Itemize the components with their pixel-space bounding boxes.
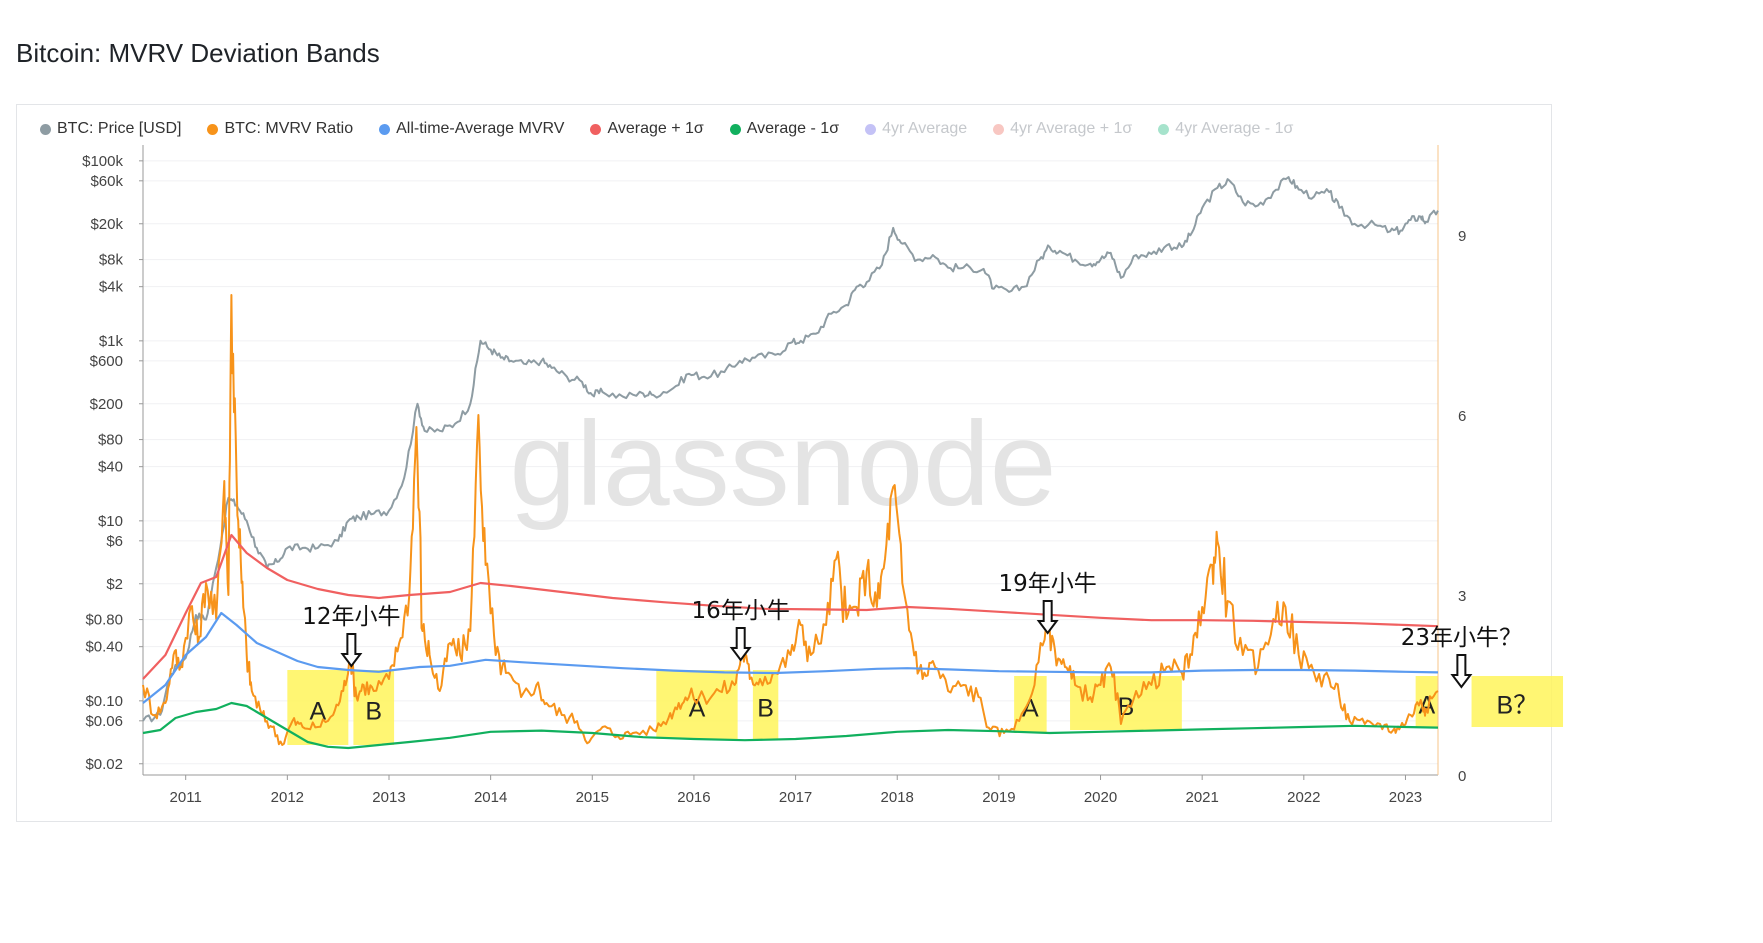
y-left-tick-label: $100k (82, 153, 123, 170)
series-line-1 (142, 294, 1439, 746)
highlight-band-0 (287, 670, 349, 745)
highlight-band-label: B (365, 698, 382, 726)
down-arrow-icon (1450, 654, 1473, 689)
legend-dot-icon (729, 123, 741, 135)
y-left-tick-label: $6 (106, 533, 123, 550)
y-left-tick-label: $600 (90, 353, 123, 370)
legend-dot-icon (40, 123, 51, 135)
y-left-tick-label: $200 (90, 396, 123, 413)
y-right-tick-label: 9 (1458, 228, 1466, 245)
y-left-tick-label: $20k (90, 216, 123, 233)
y-left-tick-label: $10 (98, 513, 123, 530)
down-arrow-icon (340, 633, 363, 668)
x-tick-label: 2015 (576, 789, 609, 806)
legend-label: Average + 1σ (607, 120, 704, 137)
legend-dot-icon (1158, 123, 1170, 135)
highlight-band-label: A (1022, 695, 1039, 723)
y-left-tick-label: $2 (106, 576, 123, 593)
highlight-band-label: A (309, 698, 326, 726)
legend-label: Average - 1σ (746, 120, 840, 137)
highlight-band-5 (1070, 676, 1182, 730)
x-tick-label: 2019 (982, 789, 1015, 806)
legend-item-4[interactable]: Average - 1σ (729, 120, 840, 138)
x-tick-label: 2017 (779, 789, 812, 806)
x-tick-label: 2012 (271, 789, 304, 806)
x-tick-label: 2020 (1084, 789, 1117, 806)
legend-label: 4yr Average (882, 120, 968, 137)
highlight-band-label: B (757, 695, 774, 723)
highlight-band-label: B？ (1496, 692, 1538, 720)
legend-dot-icon (865, 123, 877, 135)
legend-dot-icon (993, 123, 1005, 135)
legend-dot-icon (207, 123, 219, 135)
legend-item-6[interactable]: 4yr Average + 1σ (993, 120, 1132, 138)
highlight-band-label: B (1118, 693, 1135, 721)
legend-label: BTC: Price [USD] (57, 120, 182, 137)
x-tick-label: 2016 (677, 789, 710, 806)
annotation-label: 12年小牛 (302, 604, 400, 630)
y-left-tick-label: $40 (98, 459, 123, 476)
annotation-label: 19年小牛 (999, 571, 1097, 597)
x-tick-label: 2011 (170, 789, 202, 806)
annotation-label: 16年小牛 (692, 598, 790, 624)
legend-item-5[interactable]: 4yr Average (865, 120, 967, 138)
highlight-band-6 (1415, 676, 1438, 727)
series-line-2 (142, 611, 1439, 704)
x-tick-label: 2018 (881, 789, 914, 806)
y-right-tick-label: 0 (1458, 768, 1466, 785)
legend-dot-icon (590, 123, 602, 135)
series-line-0 (142, 176, 1439, 723)
legend-label: 4yr Average - 1σ (1175, 120, 1294, 137)
y-left-tick-label: $8k (99, 252, 124, 269)
y-left-tick-label: $60k (90, 173, 123, 190)
series-line-3 (142, 533, 1439, 680)
x-tick-label: 2014 (474, 789, 507, 806)
highlight-band-label: A (689, 695, 706, 723)
watermark-text: glassnode (509, 397, 1056, 531)
y-left-tick-label: $0.02 (85, 756, 123, 773)
highlight-band-7 (1471, 676, 1564, 727)
highlight-band-1 (353, 670, 395, 745)
legend-item-1[interactable]: BTC: MVRV Ratio (207, 120, 353, 138)
legend-item-7[interactable]: 4yr Average - 1σ (1158, 120, 1293, 138)
legend-item-0[interactable]: BTC: Price [USD] (40, 120, 181, 138)
chart-panel (16, 104, 1552, 822)
highlight-band-4 (1014, 676, 1047, 733)
down-arrow-icon (1036, 600, 1059, 635)
annotation-label: 23年小牛？ (1401, 625, 1522, 651)
y-left-tick-label: $0.10 (85, 693, 123, 710)
series-line-4 (142, 701, 1439, 750)
highlight-band-3 (752, 670, 779, 739)
y-left-tick-label: $0.06 (85, 713, 123, 730)
legend-item-3[interactable]: Average + 1σ (590, 120, 704, 138)
page-title: Bitcoin: MVRV Deviation Bands (16, 38, 380, 68)
legend-label: 4yr Average + 1σ (1010, 120, 1133, 137)
x-tick-label: 2013 (372, 789, 405, 806)
y-left-tick-label: $0.80 (85, 612, 123, 629)
x-tick-label: 2023 (1389, 789, 1422, 806)
x-tick-label: 2021 (1185, 789, 1218, 806)
y-left-tick-label: $4k (99, 279, 124, 296)
legend-label: BTC: MVRV Ratio (224, 120, 354, 137)
y-right-tick-label: 6 (1458, 408, 1466, 425)
y-left-tick-label: $1k (99, 333, 124, 350)
x-tick-label: 2022 (1287, 789, 1320, 806)
y-left-tick-label: $0.40 (85, 639, 123, 656)
legend-item-2[interactable]: All-time-Average MVRV (379, 120, 564, 138)
down-arrow-icon (729, 627, 752, 662)
chart-legend: BTC: Price [USD] BTC: MVRV Ratio All-time-… (40, 120, 1319, 138)
legend-label: All-time-Average MVRV (396, 120, 565, 137)
legend-dot-icon (379, 123, 391, 135)
y-right-tick-label: 3 (1458, 588, 1466, 605)
y-left-tick-label: $80 (98, 432, 123, 449)
